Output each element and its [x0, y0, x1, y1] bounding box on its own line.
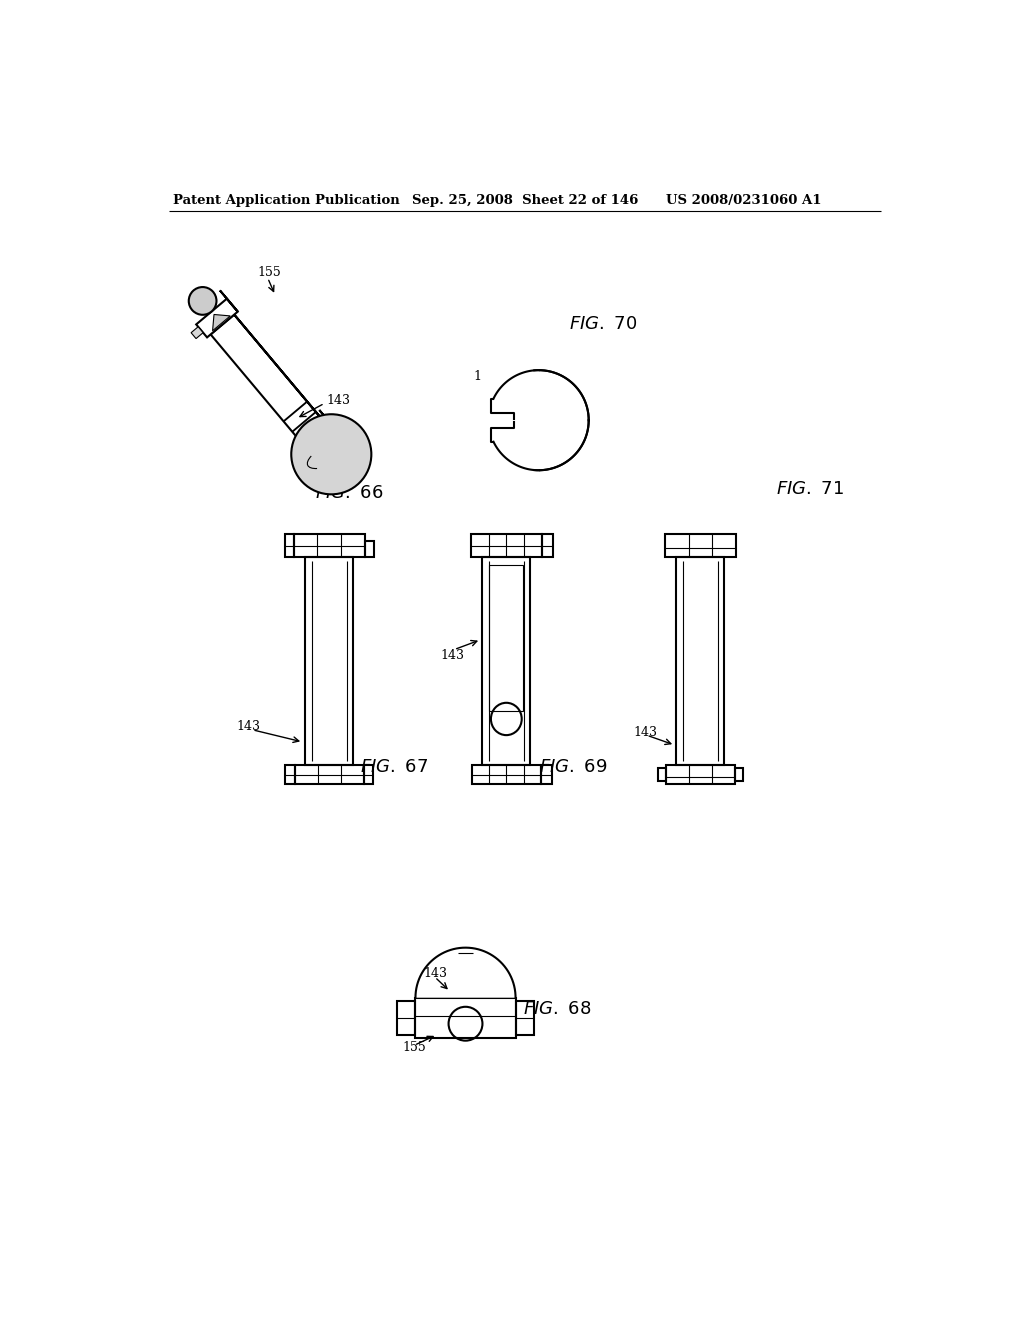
Text: $\mathit{FIG.\ 68}$: $\mathit{FIG.\ 68}$	[523, 1001, 592, 1018]
Polygon shape	[191, 327, 203, 339]
Circle shape	[291, 414, 372, 494]
Bar	[541, 766, 552, 784]
Polygon shape	[319, 411, 344, 440]
Polygon shape	[416, 948, 515, 998]
Bar	[365, 541, 374, 557]
Polygon shape	[297, 418, 344, 463]
Bar	[364, 766, 373, 784]
Circle shape	[488, 370, 589, 470]
Text: 143: 143	[441, 648, 465, 661]
Bar	[397, 1001, 416, 1035]
Bar	[489, 565, 523, 711]
Bar	[515, 1001, 535, 1035]
Bar	[294, 535, 365, 557]
Bar	[458, 948, 473, 958]
Text: 155: 155	[402, 1041, 426, 1055]
Text: 143: 143	[634, 726, 657, 739]
Text: 155: 155	[258, 265, 282, 279]
Polygon shape	[481, 363, 539, 478]
Bar	[482, 557, 530, 766]
Bar	[735, 768, 742, 781]
Text: $\mathit{FIG.\ 67}$: $\mathit{FIG.\ 67}$	[360, 758, 428, 776]
Bar	[542, 535, 553, 557]
Bar	[658, 768, 666, 781]
Polygon shape	[488, 370, 589, 470]
Polygon shape	[312, 436, 343, 465]
Text: Patent Application Publication: Patent Application Publication	[173, 194, 399, 207]
Bar	[295, 766, 364, 784]
Bar	[472, 766, 541, 784]
Bar	[665, 535, 736, 557]
Text: 143: 143	[237, 721, 261, 733]
Polygon shape	[220, 290, 238, 312]
Polygon shape	[197, 298, 238, 338]
Bar	[305, 557, 353, 766]
Text: $\mathit{FIG.\ 70}$: $\mathit{FIG.\ 70}$	[569, 315, 638, 333]
Circle shape	[188, 286, 216, 314]
Polygon shape	[227, 306, 343, 445]
Bar	[285, 535, 294, 557]
Bar	[677, 557, 724, 766]
Bar	[666, 766, 735, 784]
Text: Sep. 25, 2008  Sheet 22 of 146: Sep. 25, 2008 Sheet 22 of 146	[412, 194, 638, 207]
Bar	[471, 535, 542, 557]
Polygon shape	[325, 447, 335, 458]
Text: 143: 143	[423, 966, 447, 979]
Text: $\mathit{FIG.\ 71}$: $\mathit{FIG.\ 71}$	[776, 480, 844, 499]
Bar	[416, 998, 515, 1038]
Polygon shape	[211, 314, 343, 465]
Text: US 2008/0231060 A1: US 2008/0231060 A1	[666, 194, 821, 207]
Text: $\mathit{FIG.\ 69}$: $\mathit{FIG.\ 69}$	[539, 758, 607, 776]
Text: 143: 143	[327, 395, 351, 408]
Polygon shape	[213, 314, 230, 331]
Text: 143: 143	[473, 370, 498, 383]
Bar	[286, 766, 295, 784]
Text: $\mathit{FIG.\ 66}$: $\mathit{FIG.\ 66}$	[315, 484, 384, 503]
